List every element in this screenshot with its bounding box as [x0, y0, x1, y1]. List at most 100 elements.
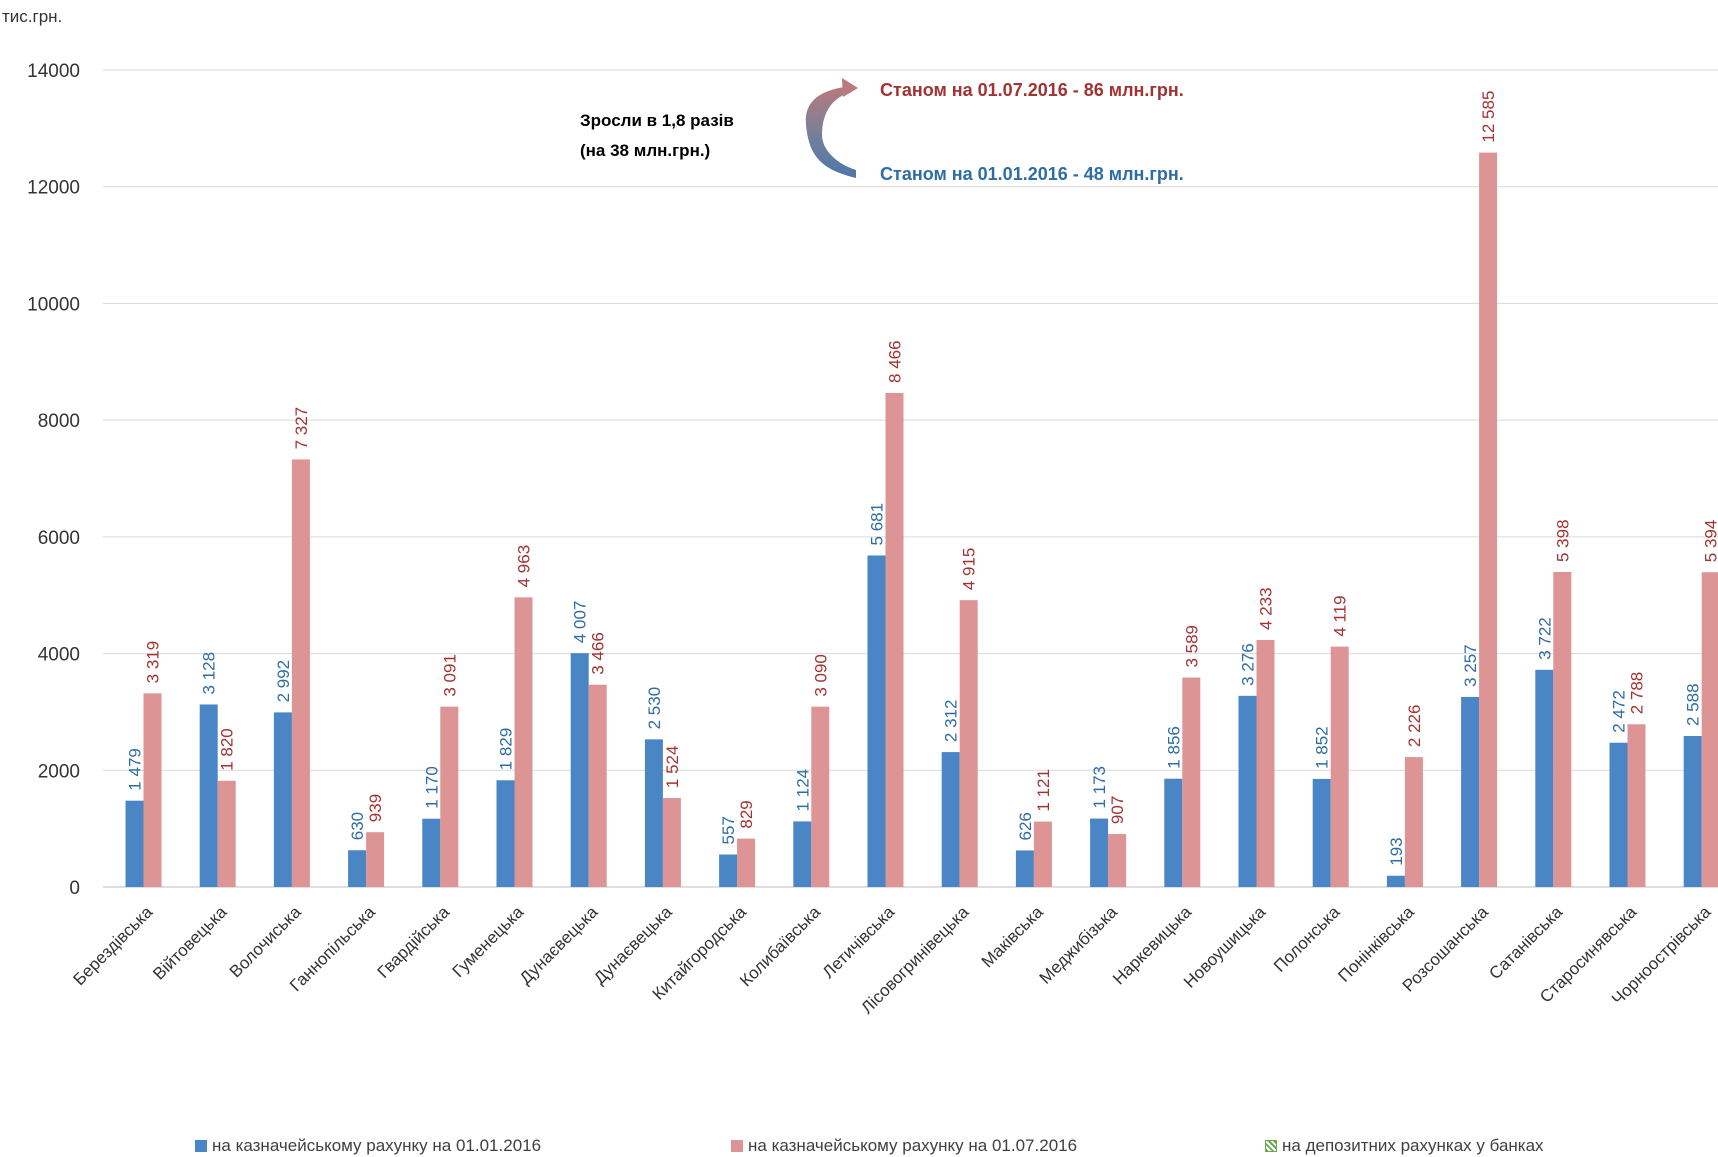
- bar-jul: [588, 684, 607, 887]
- bar-jul: [1404, 757, 1423, 887]
- curved-arrow-icon: [805, 86, 856, 178]
- data-label-jan: 1 124: [793, 769, 812, 812]
- category-label: Дунаєвецька: [516, 902, 602, 988]
- bars: [125, 152, 1718, 887]
- category-label: Гвардійська: [374, 902, 454, 982]
- bar-jul: [959, 600, 978, 887]
- bar-jul: [217, 780, 236, 887]
- category-label: Гуменецька: [449, 902, 528, 981]
- bar-jan: [496, 780, 515, 887]
- bar-jan: [1683, 735, 1702, 887]
- bar-jan: [793, 821, 812, 887]
- y-axis-ticks: 0 2000 4000 6000 8000 10000 12000 14000: [27, 61, 80, 899]
- bar-jan: [644, 739, 663, 887]
- category-label: Понінківська: [1334, 902, 1418, 986]
- data-label-jul: 1 121: [1034, 769, 1053, 812]
- bar-jan: [1609, 742, 1628, 887]
- bar-jan: [867, 555, 886, 887]
- category-label: Берездівська: [70, 902, 157, 989]
- category-label: Колибаївська: [736, 902, 824, 990]
- data-label-jan: 2 588: [1684, 683, 1703, 726]
- data-label-jan: 626: [1016, 812, 1035, 840]
- data-label-jul: 4 119: [1331, 595, 1350, 636]
- bar-jul: [143, 693, 162, 887]
- bar-jan: [273, 712, 292, 887]
- unit-label: тис.грн.: [2, 7, 62, 26]
- legend-label-jan: на казначейському рахунку на 01.01.2016: [212, 1136, 542, 1155]
- legend-swatch-red: [731, 1140, 743, 1152]
- data-label-jul: 4 233: [1257, 587, 1276, 630]
- legend-item-jan: на казначейському рахунку на 01.01.2016: [195, 1136, 541, 1156]
- y-tick-label: 10000: [27, 294, 80, 315]
- y-tick-label: 12000: [27, 178, 80, 199]
- data-label-jan: 630: [348, 812, 367, 840]
- data-label-jul: 3 319: [144, 641, 163, 684]
- category-label: Маківська: [978, 902, 1047, 971]
- data-label-jan: 1 852: [1313, 726, 1332, 769]
- bar-jan: [1535, 669, 1554, 887]
- bar-jul: [1033, 821, 1052, 887]
- bar-jan: [719, 854, 738, 887]
- legend-item-deposit: на депозитних рахунках у банках: [1265, 1136, 1544, 1156]
- data-label-jul: 3 090: [811, 654, 830, 697]
- bar-jan: [1461, 696, 1480, 887]
- bar-jan: [348, 850, 367, 887]
- data-label-jan: 5 681: [868, 503, 887, 546]
- bar-jul: [514, 597, 533, 887]
- data-label-jan: 1 173: [1090, 766, 1109, 809]
- data-label-jul: 2 226: [1405, 705, 1424, 748]
- data-label-jan: 1 829: [497, 728, 516, 771]
- legend-swatch-green: [1265, 1140, 1277, 1152]
- category-label: Летичівська: [819, 902, 899, 982]
- data-label-jan: 557: [719, 816, 738, 844]
- data-label-jan: 1 856: [1164, 726, 1183, 769]
- data-label-jan: 2 472: [1610, 690, 1629, 733]
- y-tick-label: 0: [69, 878, 80, 899]
- bar-jul: [662, 798, 681, 887]
- data-label-jan: 3 276: [1239, 643, 1258, 686]
- status-july: Станом на 01.07.2016 - 86 млн.грн.: [880, 80, 1184, 100]
- category-label: Волочиська: [226, 902, 305, 981]
- legend: на казначейському рахунку на 01.01.2016 …: [0, 1136, 1718, 1157]
- data-label-jul: 1 820: [218, 728, 237, 771]
- bar-jul: [291, 459, 310, 887]
- data-label-jan: 3 257: [1461, 644, 1480, 687]
- data-label-jul: 907: [1108, 796, 1127, 824]
- data-label-jul: 3 589: [1182, 625, 1201, 668]
- bar-jan: [1015, 850, 1034, 887]
- data-label-jul: 12 585: [1479, 91, 1498, 143]
- y-tick-label: 6000: [38, 528, 80, 549]
- legend-swatch-blue: [195, 1140, 207, 1152]
- bar-jan: [1090, 818, 1109, 887]
- legend-item-jul: на казначейському рахунку на 01.07.2016: [731, 1136, 1077, 1156]
- bar-jan: [125, 800, 144, 887]
- data-label-jul: 4 963: [515, 545, 534, 588]
- bar-jan: [1312, 778, 1331, 887]
- status-january: Станом на 01.01.2016 - 48 млн.грн.: [880, 164, 1184, 184]
- bar-jan: [422, 818, 441, 887]
- data-label-jan: 1 170: [422, 766, 441, 809]
- category-label: Полонська: [1270, 902, 1344, 976]
- bar-jan: [1164, 778, 1183, 887]
- data-label-jan: 1 479: [126, 748, 145, 791]
- bar-jul: [1330, 646, 1349, 887]
- y-tick-label: 4000: [38, 645, 80, 666]
- bar-jan: [1386, 875, 1405, 887]
- bar-jul: [1701, 572, 1718, 887]
- data-label-jan: 193: [1387, 837, 1406, 865]
- data-label-jul: 939: [366, 794, 385, 822]
- growth-text-line2: (на 38 млн.грн.): [580, 141, 710, 160]
- gridlines: [103, 69, 1718, 888]
- bar-jul: [1108, 834, 1127, 887]
- data-label-jul: 4 915: [960, 548, 979, 591]
- bar-jan: [570, 653, 589, 887]
- data-label-jan: 4 007: [571, 601, 590, 644]
- category-label: Сатанівська: [1485, 902, 1566, 983]
- data-label-jul: 3 466: [589, 632, 608, 675]
- data-label-jul: 3 091: [440, 654, 459, 697]
- bar-jan: [941, 752, 960, 887]
- data-label-jul: 5 394: [1702, 520, 1718, 563]
- growth-annotation: Зросли в 1,8 разів (на 38 млн.грн.) Стан…: [580, 78, 1184, 184]
